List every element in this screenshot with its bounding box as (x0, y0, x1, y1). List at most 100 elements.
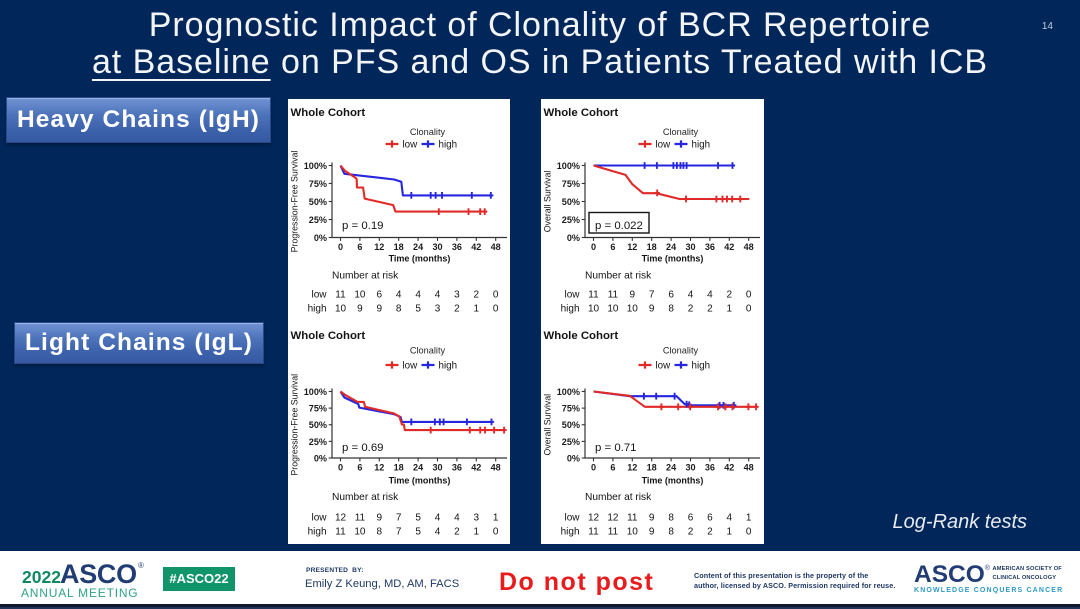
svg-text:8: 8 (668, 513, 674, 524)
svg-text:9: 9 (377, 304, 383, 315)
svg-text:0: 0 (746, 290, 752, 301)
svg-text:11: 11 (608, 527, 619, 538)
svg-text:42: 42 (471, 242, 481, 252)
svg-text:6: 6 (357, 242, 362, 252)
svg-text:11: 11 (608, 290, 619, 301)
svg-text:42: 42 (724, 242, 734, 252)
svg-text:6: 6 (668, 290, 674, 301)
svg-text:high: high (692, 361, 711, 372)
svg-text:Progression-Free Survival: Progression-Free Survival (290, 374, 300, 476)
svg-text:3: 3 (454, 290, 460, 301)
svg-text:0%: 0% (314, 453, 327, 463)
svg-text:low: low (311, 290, 327, 301)
svg-text:6: 6 (688, 513, 694, 524)
svg-text:10: 10 (607, 304, 619, 315)
svg-text:30: 30 (432, 463, 442, 473)
svg-text:high: high (439, 361, 458, 372)
svg-text:36: 36 (452, 463, 462, 473)
svg-text:42: 42 (471, 463, 481, 473)
svg-text:Time (months): Time (months) (389, 476, 451, 486)
svg-text:Clonality: Clonality (663, 346, 699, 356)
svg-text:11: 11 (355, 513, 366, 524)
svg-text:25%: 25% (309, 437, 327, 447)
svg-text:Whole Cohort: Whole Cohort (544, 330, 619, 342)
svg-text:Whole Cohort: Whole Cohort (291, 330, 366, 342)
svg-text:Time (months): Time (months) (389, 254, 451, 264)
svg-text:low: low (311, 513, 327, 524)
svg-text:12: 12 (374, 242, 384, 252)
svg-text:high: high (308, 527, 327, 538)
svg-text:low: low (403, 140, 419, 151)
svg-text:1: 1 (727, 304, 733, 315)
svg-text:50%: 50% (562, 197, 580, 207)
svg-text:30: 30 (685, 242, 695, 252)
svg-text:high: high (439, 140, 458, 151)
svg-text:50%: 50% (562, 420, 580, 430)
svg-text:4: 4 (396, 290, 402, 301)
svg-text:10: 10 (335, 304, 347, 315)
svg-text:Number at risk: Number at risk (585, 270, 652, 281)
svg-text:high: high (692, 140, 711, 151)
svg-text:48: 48 (744, 242, 754, 252)
svg-text:48: 48 (491, 242, 501, 252)
svg-text:11: 11 (627, 513, 638, 524)
svg-text:2: 2 (688, 527, 694, 538)
svg-text:50%: 50% (309, 197, 327, 207)
svg-text:48: 48 (491, 463, 501, 473)
svg-text:100%: 100% (304, 387, 327, 397)
svg-text:p = 0.19: p = 0.19 (342, 220, 384, 232)
svg-text:4: 4 (435, 513, 441, 524)
svg-text:Clonality: Clonality (410, 127, 446, 137)
svg-text:low: low (564, 513, 580, 524)
svg-text:24: 24 (666, 463, 677, 473)
svg-text:0: 0 (493, 290, 499, 301)
svg-text:25%: 25% (562, 437, 580, 447)
svg-text:7: 7 (396, 513, 402, 524)
svg-text:30: 30 (685, 463, 695, 473)
svg-text:36: 36 (705, 463, 715, 473)
svg-text:6: 6 (707, 513, 713, 524)
svg-text:Clonality: Clonality (410, 346, 446, 356)
svg-text:high: high (561, 304, 580, 315)
svg-text:12: 12 (588, 513, 600, 524)
svg-text:100%: 100% (304, 161, 327, 171)
svg-text:9: 9 (377, 513, 383, 524)
svg-text:4: 4 (688, 290, 694, 301)
svg-text:8: 8 (377, 527, 383, 538)
svg-text:11: 11 (335, 527, 346, 538)
svg-text:6: 6 (357, 463, 362, 473)
svg-text:0: 0 (746, 304, 752, 315)
svg-text:low: low (564, 290, 580, 301)
svg-text:4: 4 (415, 290, 421, 301)
svg-text:0%: 0% (314, 233, 327, 243)
svg-text:low: low (656, 361, 672, 372)
svg-text:24: 24 (413, 463, 424, 473)
svg-text:7: 7 (649, 290, 655, 301)
svg-text:5: 5 (415, 513, 421, 524)
svg-text:low: low (656, 140, 672, 151)
svg-text:24: 24 (666, 242, 677, 252)
svg-text:9: 9 (357, 304, 363, 315)
svg-text:0: 0 (591, 242, 596, 252)
svg-text:0%: 0% (567, 233, 580, 243)
svg-text:18: 18 (394, 463, 404, 473)
svg-text:8: 8 (668, 304, 674, 315)
svg-text:low: low (403, 361, 419, 372)
svg-text:12: 12 (374, 463, 384, 473)
svg-text:2: 2 (454, 527, 460, 538)
svg-text:Progression-Free Survival: Progression-Free Survival (290, 151, 300, 253)
svg-text:10: 10 (588, 304, 600, 315)
svg-text:0: 0 (338, 242, 343, 252)
svg-text:11: 11 (588, 290, 599, 301)
svg-text:0: 0 (746, 527, 752, 538)
svg-text:18: 18 (647, 242, 657, 252)
svg-text:2: 2 (727, 290, 733, 301)
svg-text:4: 4 (454, 513, 460, 524)
svg-text:4: 4 (707, 290, 713, 301)
svg-text:48: 48 (744, 463, 754, 473)
svg-text:0: 0 (591, 463, 596, 473)
svg-text:18: 18 (647, 463, 657, 473)
svg-text:36: 36 (452, 242, 462, 252)
svg-text:Whole Cohort: Whole Cohort (291, 107, 366, 119)
svg-text:2: 2 (454, 304, 460, 315)
